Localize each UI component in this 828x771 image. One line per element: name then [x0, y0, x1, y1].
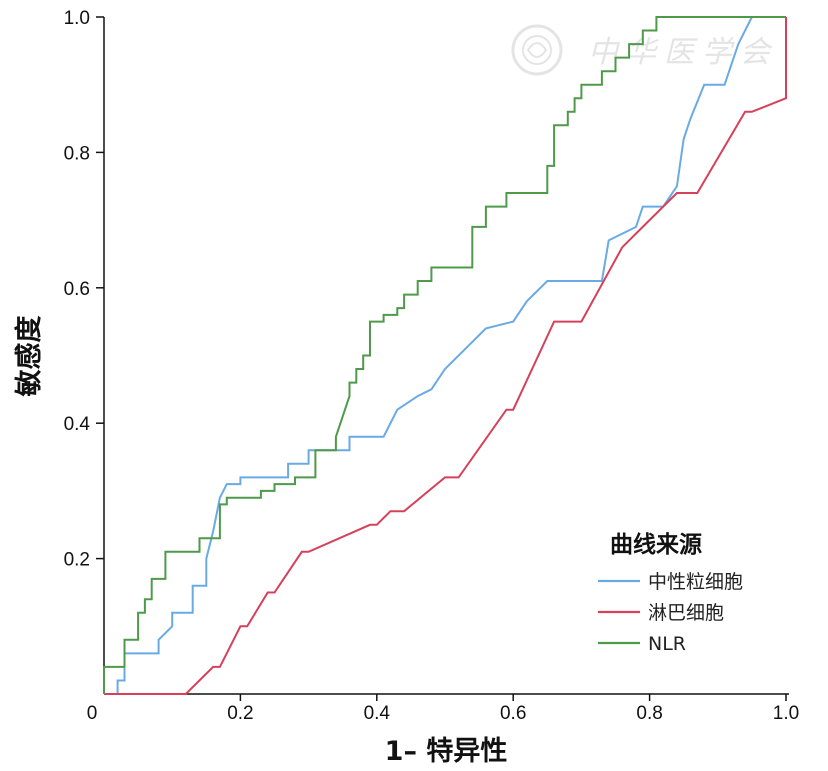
y-tick-label: 1.0: [64, 8, 90, 29]
y-tick-label: 0.4: [64, 414, 91, 435]
legend-label-2: NLR: [648, 633, 686, 655]
x-tick-label: 0.6: [500, 703, 526, 724]
x-tick-label: 0.2: [227, 703, 253, 724]
series-line-2: [103, 16, 786, 694]
legend-label-0: 中性粒细胞: [648, 571, 743, 593]
y-axis-title: 敏感度: [13, 316, 45, 398]
watermark: 中华医学会: [511, 24, 770, 76]
y-tick-label: 0.2: [64, 550, 90, 571]
series-line-0: [104, 16, 786, 695]
legend-title: 曲线来源: [610, 531, 702, 558]
society-seal-icon: [511, 24, 563, 76]
x-tick-label: 1.0: [773, 703, 799, 724]
series-lines: [103, 16, 787, 695]
y-tick-label: 0.8: [64, 143, 90, 164]
x-axis-title: 1– 特异性: [385, 736, 508, 767]
x-tick-label: 0.4: [364, 703, 391, 724]
series-line-1: [104, 17, 787, 695]
y-ticks: 0.2 0.4 0.6 0.8 1.0: [64, 8, 104, 571]
axes: [103, 17, 789, 695]
legend-label-1: 淋巴细胞: [648, 602, 724, 624]
y-tick-label: 0.6: [64, 279, 90, 300]
x-ticks: 0 0.2 0.4 0.6 0.8 1.0: [87, 694, 799, 724]
x-tick-label: 0.8: [636, 703, 662, 724]
x-tick-label: 0: [87, 703, 98, 724]
